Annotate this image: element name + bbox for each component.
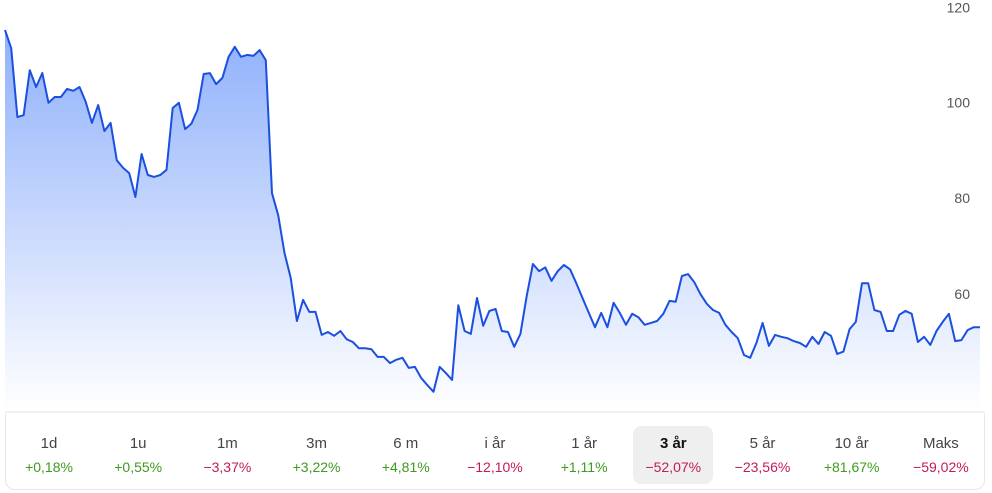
tab-label: 3 år	[659, 435, 687, 452]
y-tick-label: 80	[954, 190, 970, 206]
range-tab[interactable]: Maks −59,02%	[901, 426, 981, 484]
range-tab[interactable]: 10 år +81,67%	[812, 426, 892, 484]
tab-change: +3,22%	[292, 459, 341, 475]
range-tab[interactable]: i år −12,10%	[455, 426, 535, 484]
tab-change: +0,55%	[114, 459, 163, 475]
range-tab[interactable]: 1d +0,18%	[9, 426, 89, 484]
range-tabs: 1d +0,18% 1u +0,55% 1m −3,37% 3m +3,22% 6 m +4,81…	[5, 414, 985, 490]
chart: 6080100120jul '22jan '23jul '23jan '24ju…	[4, 0, 985, 413]
tab-label: 5 år	[749, 435, 776, 452]
y-tick-label: 120	[947, 0, 971, 16]
range-tab[interactable]: 5 år −23,56%	[723, 426, 803, 484]
tab-label: 10 år	[834, 435, 869, 452]
area-fill	[5, 30, 980, 410]
tab-label: 1 år	[571, 435, 598, 452]
range-tab[interactable]: 3 år −52,07%	[633, 426, 714, 484]
tab-label: Maks	[922, 435, 959, 452]
tab-change: −3,37%	[203, 459, 252, 475]
range-tab[interactable]: 1m −3,37%	[187, 426, 267, 484]
tab-change: +4,81%	[381, 459, 430, 475]
range-tab[interactable]: 1 år +1,11%	[544, 426, 624, 484]
tab-change: +1,11%	[560, 459, 608, 475]
tab-label: 1u	[129, 435, 147, 452]
tab-label: 6 m	[393, 435, 419, 452]
tab-change: −23,56%	[734, 459, 791, 475]
y-tick-label: 100	[947, 94, 971, 110]
range-tab[interactable]: 1u +0,55%	[98, 426, 178, 484]
range-tab[interactable]: 6 m +4,81%	[366, 426, 446, 484]
tab-label: i år	[484, 435, 506, 452]
tab-change: +81,67%	[823, 459, 880, 475]
tab-change: −12,10%	[467, 459, 523, 475]
tab-label: 1d	[40, 435, 58, 452]
tab-label: 3m	[306, 435, 327, 452]
range-tab[interactable]: 3m +3,22%	[277, 426, 357, 484]
tab-change: +0,18%	[25, 459, 73, 475]
tab-change: −59,02%	[913, 459, 969, 475]
price-line	[4, 29, 980, 393]
tab-label: 1m	[216, 435, 238, 452]
y-tick-label: 60	[954, 286, 970, 302]
tab-change: −52,07%	[645, 459, 702, 475]
